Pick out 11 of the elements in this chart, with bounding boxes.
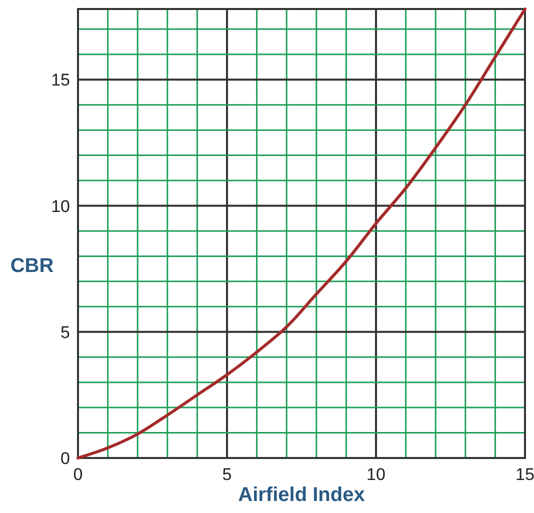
y-tick-label: 15: [51, 70, 70, 90]
y-tick-label: 10: [51, 196, 70, 216]
x-tick-label: 5: [222, 465, 232, 484]
y-tick-label: 0: [60, 449, 70, 468]
x-tick-label: 0: [73, 465, 83, 484]
x-axis-title: Airfield Index: [238, 484, 365, 506]
line-series: [76, 8, 526, 460]
y-axis-title: CBR: [10, 255, 54, 277]
x-tick-label: 10: [366, 465, 386, 484]
x-tick-label: 15: [516, 465, 534, 484]
y-tick-label: 5: [60, 322, 70, 342]
